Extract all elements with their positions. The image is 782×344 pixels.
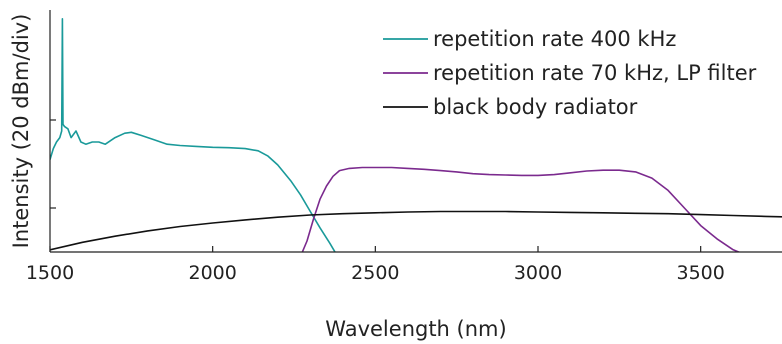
x-axis-label: Wavelength (nm)	[325, 317, 506, 341]
series-line-3	[50, 210, 782, 251]
x-tick-label: 3000	[514, 262, 562, 284]
x-tick-label: 2500	[351, 262, 399, 284]
legend-label-1: repetition rate 400 kHz	[433, 27, 676, 51]
x-tick-label: 1500	[26, 262, 74, 284]
series-layer	[50, 18, 782, 252]
series-line-1	[50, 18, 336, 252]
x-tick-label: 3500	[676, 262, 724, 284]
legend-label-3: black body radiator	[433, 95, 638, 119]
axes-layer	[49, 10, 782, 253]
x-tick-label: 2000	[188, 262, 236, 284]
y-axis-label: Intensity (20 dBm/div)	[9, 14, 33, 249]
series-line-2	[301, 166, 741, 252]
legend-label-2: repetition rate 70 kHz, LP filter	[433, 61, 757, 85]
legend: repetition rate 400 kHz repetition rate 7…	[383, 27, 757, 119]
ticks-layer: 1500 2000 2500 3000 3500	[26, 119, 725, 284]
